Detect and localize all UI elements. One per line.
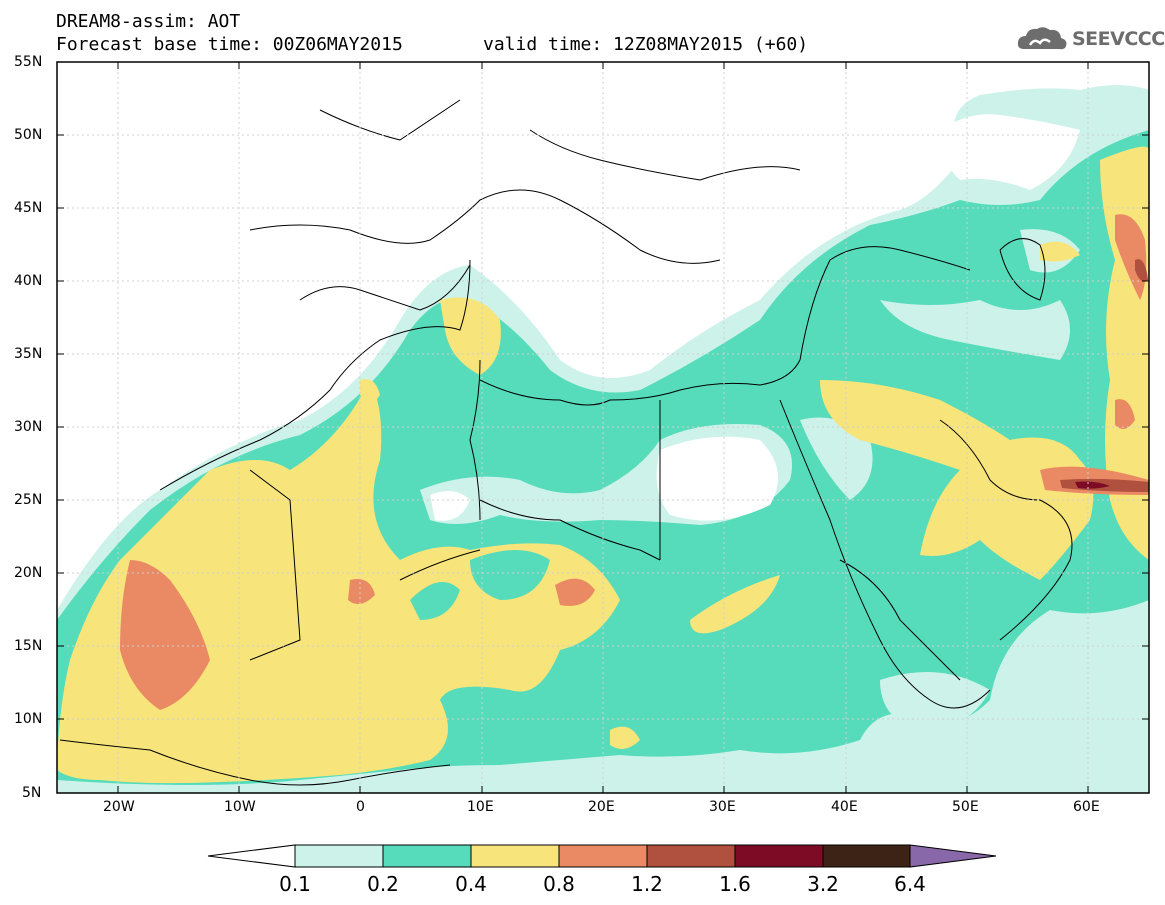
lon-label: 50E bbox=[952, 799, 979, 815]
colorbar-label: 6.4 bbox=[894, 872, 926, 896]
colorbar-low-arrow bbox=[207, 844, 296, 868]
coastlines bbox=[59, 99, 1073, 786]
lon-label: 10W bbox=[224, 799, 256, 815]
lat-label: 15N bbox=[14, 638, 43, 654]
colorbar-swatch-5 bbox=[734, 844, 824, 868]
lat-label: 5N bbox=[22, 785, 42, 801]
axis-ticks bbox=[57, 61, 1149, 794]
colorbar-label: 0.2 bbox=[367, 872, 399, 896]
colorbar-label: 1.6 bbox=[719, 872, 751, 896]
lon-label: 20W bbox=[103, 799, 135, 815]
lat-label: 25N bbox=[14, 492, 43, 508]
colorbar-label: 1.2 bbox=[631, 872, 663, 896]
logo-text: SEEVCCC bbox=[1072, 28, 1165, 50]
lon-label: 10E bbox=[467, 799, 494, 815]
colorbar-swatch-6 bbox=[822, 844, 911, 868]
colorbar-swatch-0 bbox=[294, 844, 384, 868]
colorbar bbox=[207, 844, 997, 868]
seevccc-logo: SEEVCCC bbox=[1016, 24, 1165, 54]
lat-label: 30N bbox=[14, 419, 43, 435]
colorbar-high-arrow bbox=[909, 844, 997, 868]
lat-label: 40N bbox=[14, 273, 43, 289]
lat-label: 45N bbox=[14, 200, 43, 216]
colorbar-label: 0.4 bbox=[455, 872, 487, 896]
lat-label: 10N bbox=[14, 711, 43, 727]
aot-contour-0-8 bbox=[120, 560, 210, 710]
colorbar-swatch-3 bbox=[558, 844, 648, 868]
lon-label: 40E bbox=[831, 799, 858, 815]
colorbar-swatch-1 bbox=[382, 844, 472, 868]
lat-label: 20N bbox=[14, 565, 43, 581]
lon-label: 20E bbox=[588, 799, 615, 815]
colorbar-label: 0.1 bbox=[279, 872, 311, 896]
cloud-icon bbox=[1017, 27, 1067, 50]
colorbar-swatch-4 bbox=[646, 844, 736, 868]
lat-label: 55N bbox=[14, 54, 43, 70]
title-valid-time: valid time: 12Z08MAY2015 (+60) bbox=[483, 34, 809, 55]
lon-label: 0 bbox=[356, 799, 365, 815]
title-base-time: Forecast base time: 00Z06MAY2015 bbox=[56, 34, 403, 55]
aot-contour-0-4 bbox=[57, 380, 620, 784]
title-variable: DREAM8-assim: AOT bbox=[56, 11, 241, 32]
lon-label: 30E bbox=[709, 799, 736, 815]
lat-label: 35N bbox=[14, 346, 43, 362]
lon-label: 60E bbox=[1073, 799, 1100, 815]
lat-label: 50N bbox=[14, 127, 43, 143]
colorbar-swatch-2 bbox=[470, 844, 560, 868]
colorbar-label: 0.8 bbox=[543, 872, 575, 896]
colorbar-label: 3.2 bbox=[807, 872, 839, 896]
graticule bbox=[57, 62, 1149, 793]
